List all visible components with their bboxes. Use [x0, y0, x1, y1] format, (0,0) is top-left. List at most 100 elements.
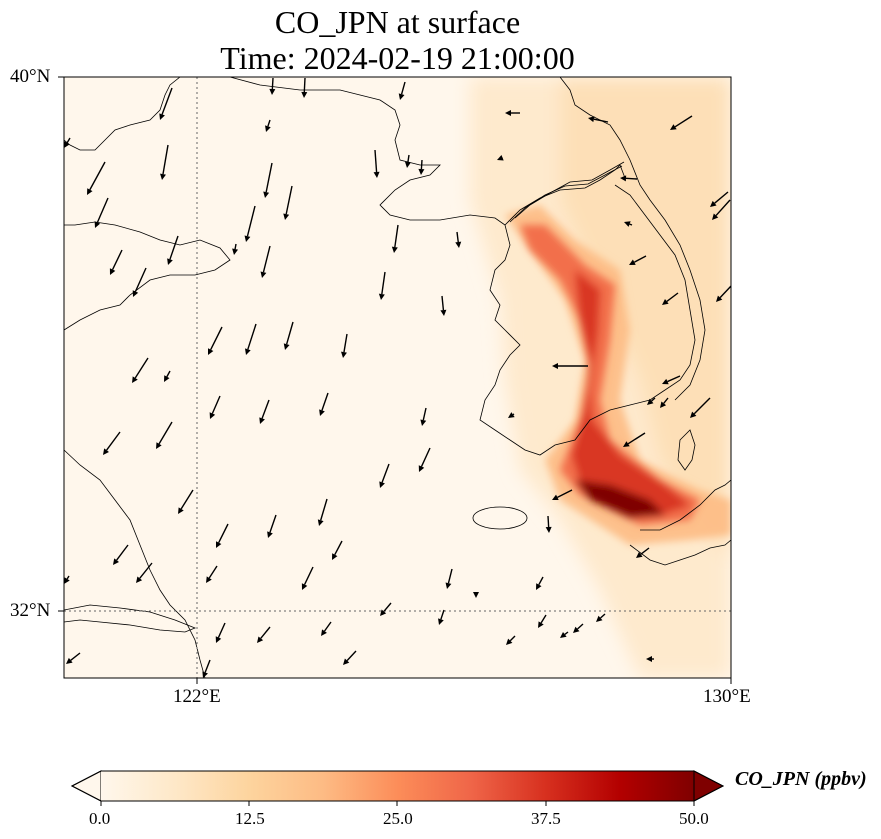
colorbar-tick-4: 50.0 — [679, 809, 709, 828]
wind-vector — [545, 515, 552, 533]
wind-vector — [662, 292, 679, 305]
wind-vector — [536, 576, 544, 590]
wind-vector — [202, 659, 211, 678]
wind-vector — [596, 613, 606, 622]
wind-vector — [373, 149, 380, 178]
wind-vector — [317, 498, 328, 526]
wind-vector — [629, 255, 647, 265]
wind-vector — [440, 295, 447, 316]
wind-vector — [560, 631, 569, 638]
colorbar-label: CO_JPN (ppbv) — [735, 768, 867, 790]
wind-vector — [301, 566, 314, 590]
wind-vector — [623, 432, 646, 447]
wind-vector — [508, 412, 515, 418]
colorbar-tick-3: 37.5 — [531, 809, 561, 828]
wind-vector — [156, 421, 173, 449]
wind-vector — [164, 370, 171, 382]
wind-vector — [269, 77, 276, 95]
wind-vector — [552, 489, 573, 500]
wind-vector — [132, 267, 147, 297]
wind-vector — [319, 392, 329, 416]
axis-ticks — [58, 76, 732, 684]
wind-vector — [391, 224, 399, 253]
wind-vector — [647, 397, 656, 405]
wind-vector — [620, 175, 638, 182]
wind-vector — [265, 119, 271, 132]
plot-subtitle-time: Time: 2024-02-19 21:00:00 — [220, 40, 575, 76]
wind-vector — [167, 235, 179, 265]
lat-label-40n: 40°N — [10, 66, 51, 87]
wind-vectors — [64, 77, 731, 678]
wind-vector — [244, 323, 257, 355]
wind-vector — [445, 568, 453, 589]
lon-label-122e: 122°E — [173, 686, 221, 707]
wind-vector — [332, 540, 343, 560]
wind-vector — [113, 544, 129, 565]
wind-vector — [267, 514, 277, 538]
wind-vector — [473, 592, 479, 598]
wind-vector — [690, 397, 711, 418]
wind-vector — [244, 205, 256, 242]
wind-vector — [283, 185, 293, 220]
wind-vector — [260, 245, 271, 278]
wind-vector — [378, 271, 386, 300]
wind-vector — [301, 77, 308, 98]
coastlines — [64, 77, 731, 678]
wind-vector — [159, 87, 173, 120]
colorbar — [70, 770, 725, 806]
wind-vector — [109, 249, 123, 275]
wind-vector — [455, 231, 462, 248]
wind-vector — [573, 623, 584, 633]
wind-vector — [263, 162, 273, 198]
wind-vector — [343, 650, 357, 665]
wind-vector — [379, 463, 390, 488]
map-frame — [63, 76, 732, 679]
wind-vector — [588, 116, 609, 123]
wind-vector — [136, 562, 153, 583]
lat-label-32n: 32°N — [10, 600, 51, 621]
wind-vector — [321, 621, 332, 636]
wind-vector — [380, 602, 392, 616]
wind-vector — [716, 285, 731, 302]
wind-vector — [283, 321, 294, 350]
wind-vector — [438, 609, 445, 625]
wind-vector — [64, 575, 70, 584]
colorbar-extend-high — [693, 770, 725, 802]
wind-vector — [64, 137, 71, 148]
wind-vector — [209, 395, 221, 419]
wind-vector — [208, 326, 223, 355]
wind-vector — [215, 622, 226, 643]
wind-vector — [341, 333, 348, 358]
wind-vector — [103, 431, 121, 455]
colorbar-tick-marks — [100, 801, 695, 806]
colorbar-extend-low — [70, 770, 102, 802]
wind-vector — [178, 489, 194, 514]
colorbar-tick-1: 12.5 — [235, 809, 265, 828]
wind-vector — [420, 407, 427, 426]
gridlines — [64, 77, 731, 678]
wind-vector — [660, 397, 669, 408]
wind-vector — [94, 197, 109, 228]
wind-vector — [216, 523, 229, 548]
wind-vector — [418, 447, 431, 472]
wind-vector — [418, 159, 425, 175]
wind-vector — [662, 375, 681, 385]
wind-vector — [670, 115, 693, 130]
wind-vector — [87, 161, 106, 195]
concentration-field — [64, 77, 731, 678]
wind-vector — [257, 626, 271, 643]
wind-vector — [404, 154, 411, 168]
wind-vector — [497, 154, 504, 161]
wind-vector — [259, 399, 270, 424]
plume-core — [520, 225, 700, 525]
wind-vector — [552, 363, 588, 369]
plot-title: CO_JPN at surface — [274, 4, 521, 40]
wind-vector — [398, 81, 406, 100]
colorbar-tick-0: 0.0 — [89, 809, 111, 828]
wind-vector — [132, 357, 149, 383]
colorbar-tick-2: 25.0 — [383, 809, 413, 828]
wind-vector — [538, 614, 547, 628]
lon-label-130e: 130°E — [703, 686, 751, 707]
wind-vector — [646, 656, 654, 662]
